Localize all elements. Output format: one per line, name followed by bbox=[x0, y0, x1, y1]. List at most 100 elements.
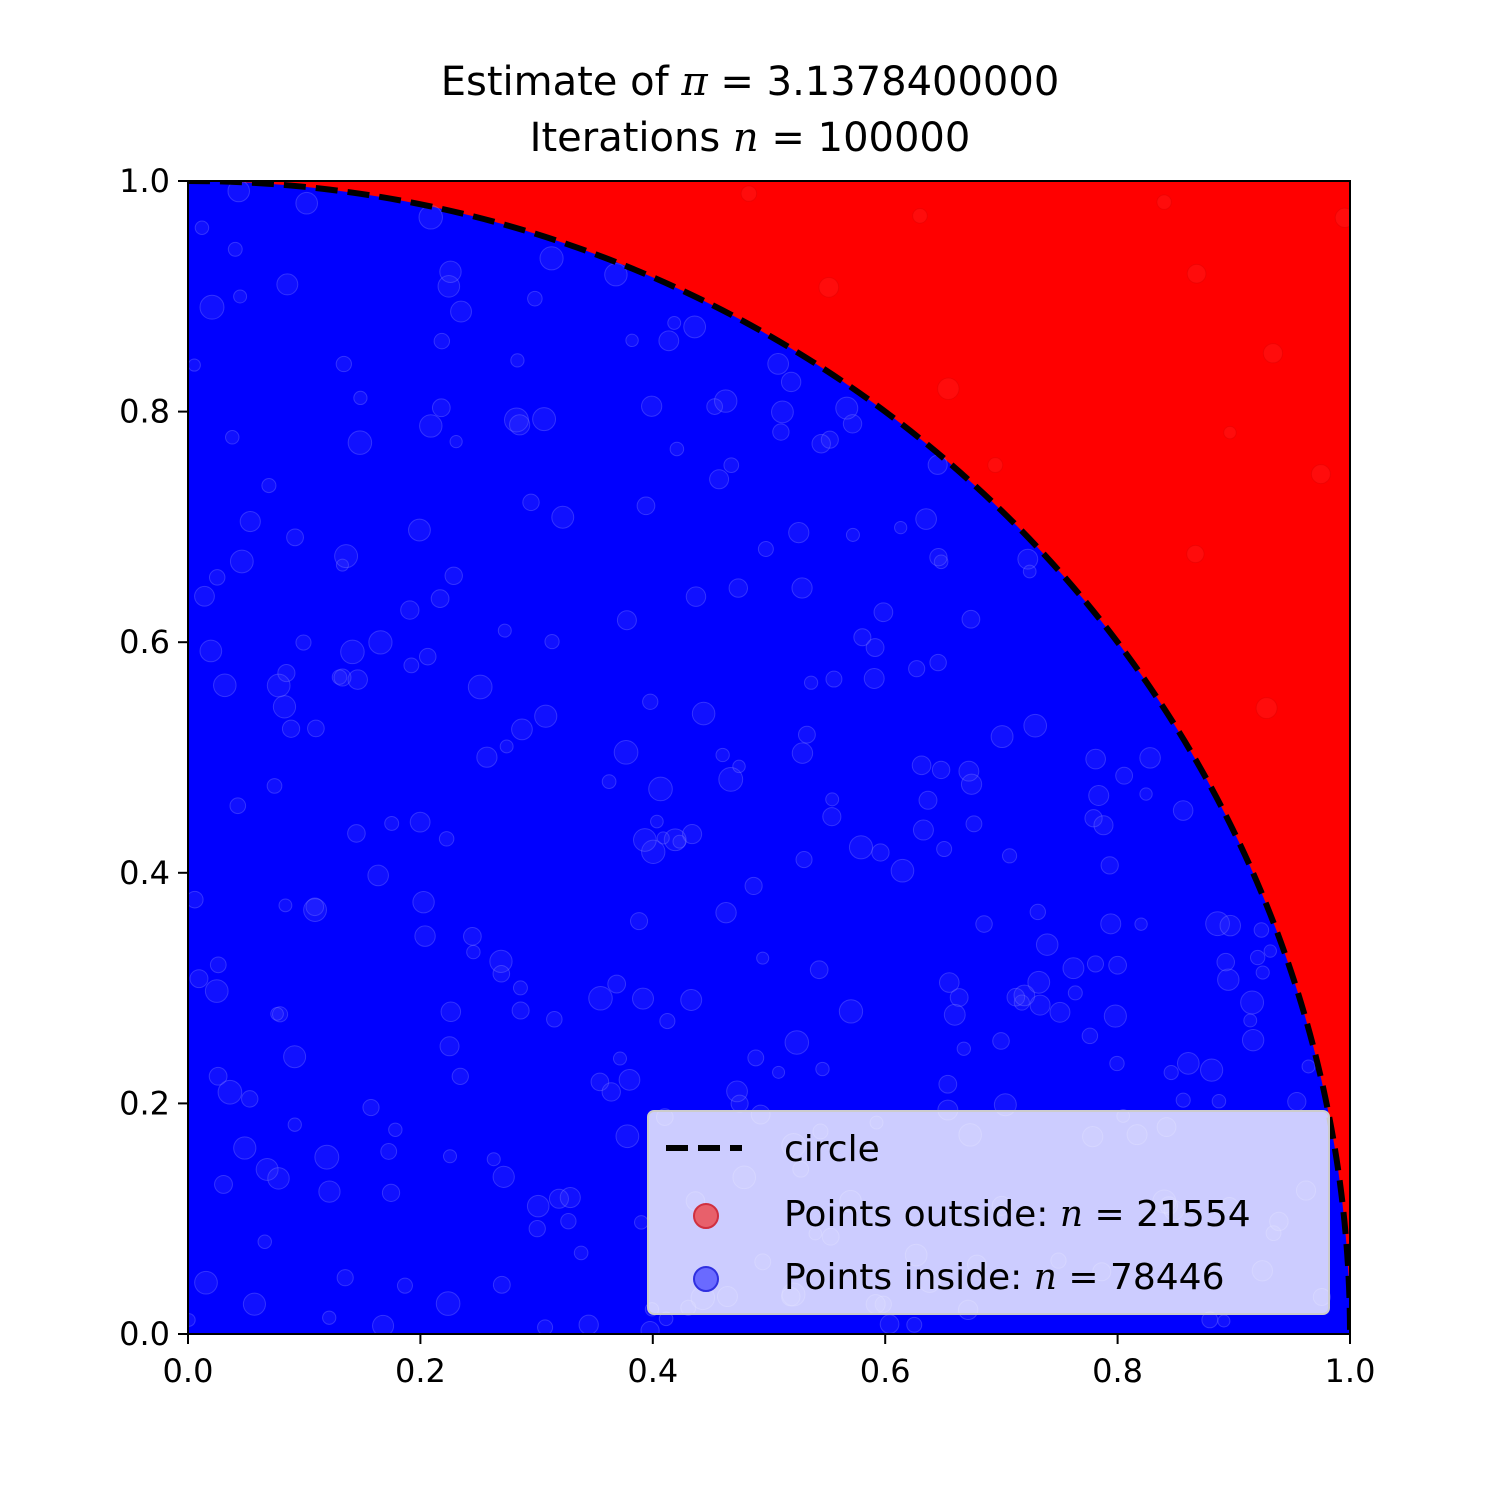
inside-point bbox=[233, 1136, 257, 1160]
inside-point bbox=[728, 578, 749, 598]
inside-point bbox=[318, 1180, 341, 1203]
inside-point bbox=[1029, 903, 1046, 921]
inside-point bbox=[314, 1144, 340, 1170]
inside-point bbox=[388, 1122, 403, 1137]
inside-point bbox=[403, 657, 420, 674]
inside-point bbox=[412, 890, 435, 914]
inside-point bbox=[663, 828, 687, 852]
inside-point bbox=[287, 1117, 302, 1132]
inside-point bbox=[615, 1124, 640, 1149]
x-tick-label: 0.4 bbox=[627, 1352, 678, 1390]
inside-point bbox=[217, 1079, 243, 1105]
inside-point bbox=[1243, 1013, 1258, 1028]
inside-point bbox=[1109, 1055, 1125, 1072]
x-tick-label: 0.2 bbox=[395, 1352, 446, 1390]
inside-point bbox=[229, 797, 247, 815]
outside-point bbox=[1334, 207, 1350, 228]
inside-point bbox=[1002, 848, 1018, 864]
inside-point bbox=[532, 407, 557, 432]
inside-point bbox=[1241, 1028, 1265, 1052]
inside-point bbox=[272, 695, 297, 719]
inside-point bbox=[756, 951, 770, 965]
inside-point bbox=[613, 739, 639, 765]
outside-point bbox=[1262, 343, 1284, 364]
inside-point bbox=[915, 508, 937, 530]
inside-point bbox=[633, 1215, 649, 1230]
inside-point bbox=[431, 398, 451, 418]
title-symbol-pi: π bbox=[681, 59, 708, 105]
inside-point bbox=[334, 544, 359, 569]
inside-point bbox=[278, 898, 293, 913]
inside-point bbox=[640, 1321, 660, 1334]
inside-point bbox=[303, 898, 327, 922]
inside-point bbox=[512, 980, 528, 996]
legend-outside-label-symbol: n bbox=[1060, 1194, 1083, 1235]
inside-point bbox=[539, 246, 564, 271]
inside-point bbox=[233, 289, 248, 304]
x-tick-label: 0.8 bbox=[1092, 1352, 1143, 1390]
inside-point bbox=[1100, 856, 1119, 875]
y-tick-label: 1.0 bbox=[119, 162, 170, 200]
inside-point bbox=[451, 1067, 469, 1086]
inside-point bbox=[625, 333, 639, 348]
inside-point bbox=[1049, 1001, 1071, 1023]
inside-point bbox=[835, 396, 859, 420]
inside-point bbox=[353, 390, 368, 406]
inside-point bbox=[214, 1174, 233, 1194]
inside-point bbox=[439, 260, 462, 283]
inside-point bbox=[853, 628, 872, 647]
inside-point bbox=[842, 414, 863, 434]
inside-point bbox=[189, 969, 209, 989]
inside-point bbox=[780, 371, 802, 393]
legend-label-circle: circle bbox=[784, 1129, 880, 1170]
inside-point bbox=[204, 979, 229, 1003]
inside-point bbox=[588, 985, 613, 1011]
inside-point bbox=[943, 1003, 966, 1026]
inside-point bbox=[669, 441, 685, 457]
inside-point bbox=[510, 353, 525, 368]
inside-point bbox=[865, 638, 885, 658]
inside-point bbox=[718, 766, 744, 792]
inside-point bbox=[227, 241, 243, 257]
inside-point bbox=[659, 1013, 676, 1030]
y-tick-label: 0.6 bbox=[119, 623, 170, 661]
inside-point bbox=[929, 653, 947, 672]
inside-point bbox=[709, 469, 730, 490]
inside-point bbox=[1013, 994, 1030, 1011]
inside-point bbox=[911, 755, 932, 776]
inside-point bbox=[906, 1316, 923, 1333]
inside-point bbox=[960, 773, 983, 795]
inside-point bbox=[1023, 713, 1048, 738]
inside-point bbox=[418, 647, 437, 666]
inside-point bbox=[825, 792, 840, 807]
title-prefix-2: Iterations bbox=[529, 115, 733, 161]
inside-point bbox=[747, 1049, 765, 1067]
inside-point bbox=[672, 834, 687, 849]
outside-point bbox=[1186, 263, 1207, 284]
inside-point bbox=[1115, 766, 1134, 785]
inside-point bbox=[255, 1157, 279, 1181]
inside-point bbox=[331, 669, 348, 685]
legend-outside-label-value: = 21554 bbox=[1083, 1194, 1251, 1235]
inside-point bbox=[225, 430, 240, 445]
inside-point bbox=[949, 988, 969, 1007]
inside-point bbox=[863, 668, 885, 689]
title-prefix-1: Estimate of bbox=[440, 59, 682, 105]
inside-point bbox=[266, 778, 283, 794]
inside-point bbox=[384, 815, 400, 831]
inside-point bbox=[1006, 987, 1026, 1007]
inside-point bbox=[396, 1277, 413, 1294]
inside-point bbox=[1086, 955, 1105, 973]
inside-point bbox=[257, 1234, 272, 1249]
inside-point bbox=[1176, 1052, 1200, 1075]
inside-point bbox=[526, 1194, 550, 1218]
inside-point bbox=[975, 915, 993, 933]
outside-point-markers bbox=[740, 185, 1350, 720]
inside-point bbox=[871, 843, 890, 862]
inside-point bbox=[667, 315, 682, 330]
inside-point bbox=[1301, 1059, 1316, 1074]
inside-point bbox=[528, 1220, 546, 1238]
inside-point bbox=[601, 1082, 621, 1102]
